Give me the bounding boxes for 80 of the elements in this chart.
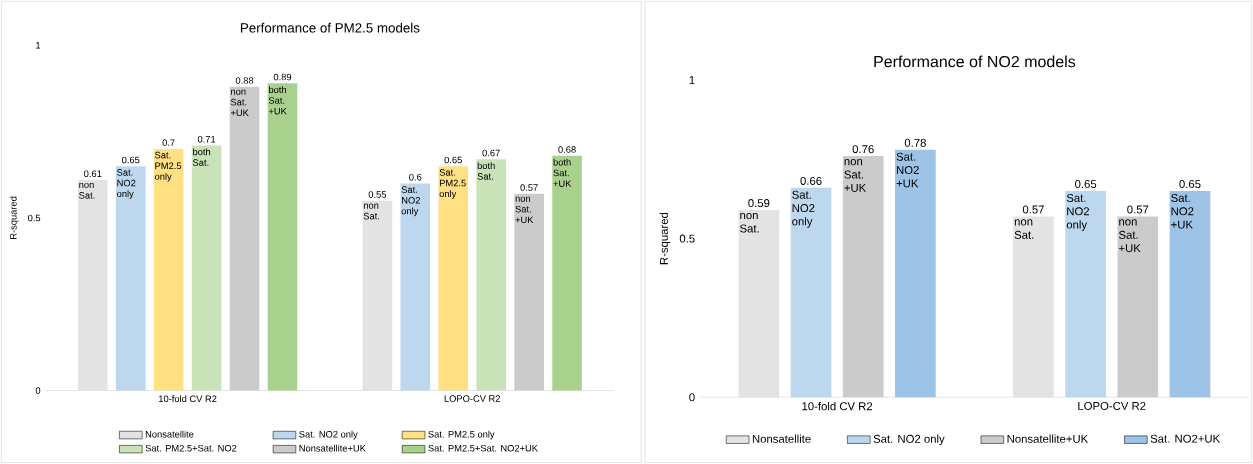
y-tick-label: 1 bbox=[36, 42, 41, 49]
bar bbox=[790, 187, 832, 398]
data-label: 0.76 bbox=[852, 145, 874, 154]
data-label: 0.65 bbox=[444, 156, 462, 164]
bar bbox=[362, 200, 393, 391]
data-label: 0.65 bbox=[121, 156, 140, 164]
data-label: 0.57 bbox=[1022, 205, 1044, 214]
data-label: 0.57 bbox=[1127, 205, 1149, 214]
annotation: Sat. NO2 only bbox=[117, 169, 136, 199]
bar bbox=[115, 166, 146, 391]
annotation: non Sat. bbox=[79, 182, 95, 199]
y-tick-label: 1 bbox=[689, 76, 695, 84]
y-tick-label: 0 bbox=[689, 393, 695, 402]
bar bbox=[1065, 191, 1106, 398]
annotation: non Sat. +UK bbox=[515, 196, 534, 224]
annotation: non Sat. +UK bbox=[844, 159, 867, 192]
data-label: 0.55 bbox=[368, 191, 387, 198]
y-axis-title: R-squared bbox=[659, 212, 671, 265]
x-tick-label: LOPO-CV R2 bbox=[444, 395, 500, 402]
bar bbox=[400, 183, 431, 391]
data-label: 0.68 bbox=[558, 146, 576, 153]
y-tick-label: 0 bbox=[35, 387, 41, 394]
annotation: Sat. PM2.5 only bbox=[439, 169, 466, 199]
y-tick-label: 0.5 bbox=[679, 234, 695, 243]
annotation: non Sat. bbox=[740, 213, 759, 233]
bar bbox=[77, 180, 108, 391]
bar bbox=[438, 166, 469, 391]
annotation: Sat. NO2 +UK bbox=[896, 152, 919, 188]
bar bbox=[1013, 216, 1054, 398]
legend-label: Sat. PM2.5+Sat. NO2+UK bbox=[428, 444, 538, 452]
data-label: 0.57 bbox=[520, 184, 538, 191]
legend-label: Nonsatellite+UK bbox=[299, 444, 366, 452]
annotation: both Sat. +UK bbox=[553, 158, 572, 187]
data-label: 0.66 bbox=[800, 176, 822, 185]
bar bbox=[552, 155, 582, 391]
annotation: non Sat. +UK bbox=[230, 89, 249, 117]
legend-label: Sat. NO2+UK bbox=[1150, 434, 1221, 443]
annotation: non Sat. bbox=[1014, 219, 1034, 239]
x-tick-label: 10-fold CV R2 bbox=[159, 395, 217, 403]
chart-title: Performance of PM2.5 models bbox=[240, 22, 420, 33]
annotation: Sat. NO2 only bbox=[792, 190, 815, 228]
data-label: 0.89 bbox=[273, 73, 292, 81]
data-label: 0.78 bbox=[904, 138, 926, 147]
data-label: 0.65 bbox=[1179, 180, 1201, 189]
data-label: 0.7 bbox=[162, 139, 175, 147]
legend-label: Sat. PM2.5+Sat. NO2 bbox=[145, 444, 237, 452]
legend-label: Sat. NO2 only bbox=[299, 430, 358, 440]
bar bbox=[191, 145, 222, 391]
data-label: 0.65 bbox=[1075, 180, 1097, 189]
annotation: both Sat. +UK bbox=[268, 86, 287, 115]
legend-label: Nonsatellite bbox=[145, 430, 194, 438]
bar bbox=[895, 149, 936, 398]
legend-label: Sat. NO2 only bbox=[873, 434, 945, 446]
bar bbox=[1169, 191, 1211, 398]
annotation: Sat. NO2 only bbox=[401, 186, 420, 217]
legend-label: Nonsatellite+UK bbox=[1007, 434, 1089, 443]
annotation: Sat. PM2.5 only bbox=[154, 151, 182, 182]
bar bbox=[738, 210, 780, 398]
annotation: Sat. NO2 only bbox=[1066, 194, 1090, 231]
x-tick-label: LOPO-CV R2 bbox=[1078, 402, 1146, 411]
data-label: 0.59 bbox=[748, 199, 770, 208]
data-label: 0.61 bbox=[84, 170, 102, 178]
data-label: 0.67 bbox=[482, 149, 500, 157]
annotation: both Sat. bbox=[192, 148, 211, 166]
bar bbox=[476, 159, 506, 391]
annotation: non Sat. bbox=[363, 203, 380, 220]
annotation: Sat. NO2 +UK bbox=[1171, 194, 1194, 229]
bar bbox=[153, 148, 184, 391]
data-label: 0.6 bbox=[409, 173, 422, 181]
annotation: both Sat. bbox=[477, 162, 495, 180]
y-tick-label: 0.5 bbox=[28, 214, 41, 222]
annotation: non Sat. +UK bbox=[1118, 219, 1141, 253]
legend-label: Nonsatellite bbox=[752, 434, 811, 443]
x-tick-label: 10-fold CV R2 bbox=[802, 401, 873, 411]
legend-label: Sat. PM2.5 only bbox=[428, 430, 495, 440]
y-axis-title: R-squared bbox=[9, 196, 19, 240]
bar bbox=[267, 83, 298, 391]
chart-title: Performance of NO2 models bbox=[874, 55, 1076, 68]
data-label: 0.88 bbox=[235, 77, 254, 84]
data-label: 0.71 bbox=[197, 135, 216, 143]
